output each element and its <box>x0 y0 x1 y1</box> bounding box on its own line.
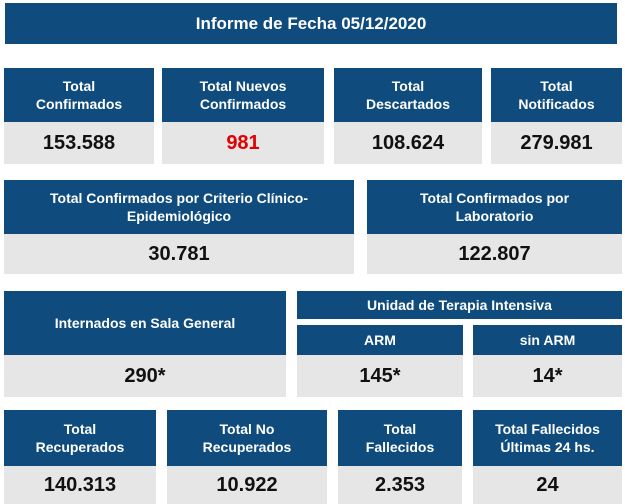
total-fallecidos-label: Total Fallecidos <box>338 410 462 466</box>
total-confirmados-value: 153.588 <box>4 122 154 164</box>
total-recuperados-value: 140.313 <box>4 466 156 504</box>
confirmados-laboratorio-label: Total Confirmados por Laboratorio <box>367 180 622 234</box>
arm-label: ARM <box>297 325 463 355</box>
fallecidos-24hs-value: 24 <box>473 466 622 504</box>
internados-sala-general-label: Internados en Sala General <box>4 291 286 355</box>
unidad-terapia-intensiva-label: Unidad de Terapia Intensiva <box>297 291 622 319</box>
sin-arm-label: sin ARM <box>473 325 622 355</box>
total-no-recuperados-label: Total No Recuperados <box>167 410 327 466</box>
total-no-recuperados-value: 10.922 <box>167 466 327 504</box>
confirmados-laboratorio-value: 122.807 <box>367 234 622 274</box>
total-notificados-value: 279.981 <box>491 122 622 164</box>
total-recuperados-label: Total Recuperados <box>4 410 156 466</box>
total-descartados-value: 108.624 <box>334 122 482 164</box>
confirmados-criterio-clinico-label: Total Confirmados por Criterio Clínico- E… <box>4 180 354 234</box>
total-nuevos-confirmados-value: 981 <box>162 122 324 164</box>
total-fallecidos-value: 2.353 <box>338 466 462 504</box>
total-nuevos-confirmados-label: Total Nuevos Confirmados <box>162 68 324 122</box>
total-notificados-label: Total Notificados <box>491 68 622 122</box>
sin-arm-value: 14* <box>473 355 622 397</box>
arm-value: 145* <box>297 355 463 397</box>
fallecidos-24hs-label: Total Fallecidos Últimas 24 hs. <box>473 410 622 466</box>
internados-sala-general-value: 290* <box>4 355 286 397</box>
report-title: Informe de Fecha 05/12/2020 <box>5 3 617 44</box>
total-confirmados-label: Total Confirmados <box>4 68 154 122</box>
total-descartados-label: Total Descartados <box>334 68 482 122</box>
confirmados-criterio-clinico-value: 30.781 <box>4 234 354 274</box>
